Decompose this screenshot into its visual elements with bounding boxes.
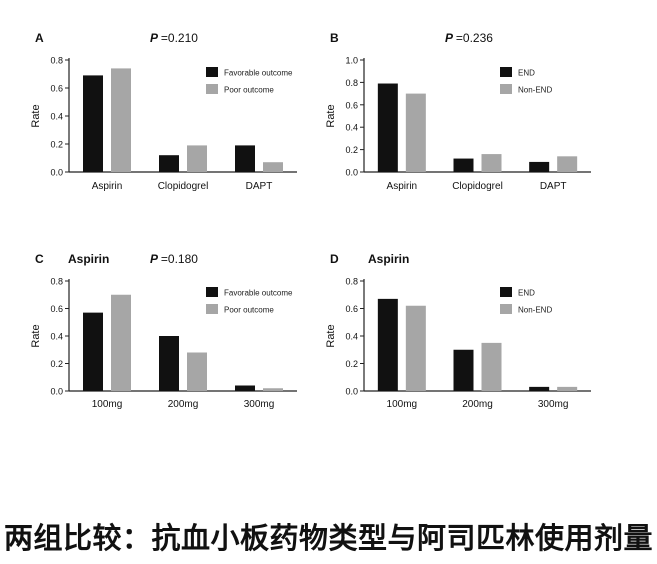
panel-d-bar-200mg-series-2: [481, 342, 502, 391]
panel-b-bar-clopidogrel-series-1: [453, 158, 474, 172]
panel-c-legend-swatch-1: [206, 287, 218, 297]
panel-c-bar-300mg-series-2: [263, 388, 283, 391]
panel-d-bar-200mg-series-1: [453, 349, 474, 391]
panel-a-y-tick-label: 0.8: [50, 56, 63, 66]
panel-a-letter: A: [35, 31, 44, 45]
panel-b-y-tick-label: 1.0: [345, 56, 358, 66]
panel-d-legend-swatch-2: [500, 304, 512, 314]
panel-d-category-label: 200mg: [462, 399, 493, 410]
panel-a-legend-label-2: Poor outcome: [224, 86, 274, 95]
panel-c-y-tick-label: 0.6: [50, 304, 63, 314]
panel-a-legend-swatch-1: [206, 67, 218, 77]
panel-b-legend-swatch-2: [500, 84, 512, 94]
panel-a-category-label: Aspirin: [92, 181, 123, 192]
panel-b-bar-dapt-series-1: [529, 161, 550, 172]
panel-d-y-tick-label: 0.0: [345, 387, 358, 397]
panel-a-y-tick-label: 0.0: [50, 168, 63, 178]
panel-b-y-tick-label: 0.4: [345, 123, 358, 133]
panel-b-bar-clopidogrel-series-2: [481, 154, 502, 172]
panel-b-y-tick-label: 0.0: [345, 168, 358, 178]
panel-a-bar-clopidogrel-series-1: [159, 155, 179, 172]
panel-c-legend-swatch-2: [206, 304, 218, 314]
panel-a-bar-dapt-series-2: [263, 162, 283, 172]
panel-a-y-tick-label: 0.6: [50, 84, 63, 94]
panel-b-y-tick-label: 0.8: [345, 78, 358, 88]
panel-b-category-label: Aspirin: [387, 181, 418, 192]
panel-b-category-label: DAPT: [540, 181, 567, 192]
panel-a-bar-aspirin-series-2: [111, 68, 131, 172]
panel-a-legend-swatch-2: [206, 84, 218, 94]
charts-svg: A P =0.210 Rate 0.0 0.2 0.4 0.6 0.8 Aspirin Clopi…: [30, 31, 591, 410]
panel-c-y-tick-label: 0.0: [50, 387, 63, 397]
panel-c-letter: C: [35, 252, 44, 266]
panel-d-y-tick-label: 0.2: [345, 359, 358, 369]
panel-d-y-tick-label: 0.6: [345, 304, 358, 314]
panel-c-bar-100mg-series-1: [83, 312, 103, 391]
panel-d-legend-label-2: Non-END: [518, 306, 552, 315]
panel-c-y-tick-label: 0.2: [50, 359, 63, 369]
panel-c-category-label: 100mg: [92, 399, 123, 410]
panel-a-bar-clopidogrel-series-2: [187, 145, 207, 172]
panel-d-category-label: 300mg: [538, 399, 569, 410]
panel-b-bar-aspirin-series-2: [405, 93, 426, 172]
panel-a-y-tick-label: 0.4: [50, 112, 63, 122]
panel-b-bar-dapt-series-2: [557, 156, 578, 172]
panel-a-bar-aspirin-series-1: [83, 75, 103, 172]
panel-c-legend-label-1: Favorable outcome: [224, 289, 293, 298]
panel-a-legend-label-1: Favorable outcome: [224, 69, 293, 78]
panel-c-bar-300mg-series-1: [235, 385, 255, 391]
panel-c-bar-200mg-series-1: [159, 336, 179, 391]
panel-c-bar-100mg-series-2: [111, 294, 131, 391]
panel-a-bar-dapt-series-1: [235, 145, 255, 172]
panel-b-y-axis-label: Rate: [325, 104, 337, 127]
panel-d-subtitle: Aspirin: [368, 252, 409, 266]
panel-d-bar-300mg-series-1: [529, 386, 550, 391]
panel-d-bar-100mg-series-1: [377, 298, 398, 391]
panel-b-p-value: P =0.236: [445, 31, 493, 45]
panel-d-bar-100mg-series-2: [405, 305, 426, 391]
panel-c-y-axis-label: Rate: [30, 324, 42, 347]
panel-a-y-axis-label: Rate: [30, 104, 42, 127]
panel-c-category-label: 300mg: [244, 399, 275, 410]
panel-c-subtitle: Aspirin: [68, 252, 109, 266]
panel-d-y-tick-label: 0.4: [345, 332, 358, 342]
panel-a-p-value: P =0.210: [150, 31, 198, 45]
panel-b-bar-aspirin-series-1: [377, 83, 398, 172]
panel-c-legend-label-2: Poor outcome: [224, 306, 274, 315]
panel-d-bar-300mg-series-2: [557, 386, 578, 391]
panel-b-y-tick-label: 0.6: [345, 100, 358, 110]
panel-c-p-value: P =0.180: [150, 252, 198, 266]
panel-c-y-tick-label: 0.8: [50, 277, 63, 287]
panel-b-y-tick-label: 0.2: [345, 145, 358, 155]
panel-b-legend-label-2: Non-END: [518, 86, 552, 95]
panel-c-y-tick-label: 0.4: [50, 332, 63, 342]
panel-a-category-label: Clopidogrel: [158, 181, 209, 192]
panel-b-legend-label-1: END: [518, 69, 535, 78]
panel-d-legend-label-1: END: [518, 289, 535, 298]
panel-a-y-tick-label: 0.2: [50, 140, 63, 150]
figure-caption: 两组比较：抗血小板药物类型与阿司匹林使用剂量: [3, 521, 653, 555]
panel-b-legend-swatch-1: [500, 67, 512, 77]
panel-c-bar-200mg-series-2: [187, 352, 207, 391]
panel-d-y-axis-label: Rate: [325, 324, 337, 347]
panel-b-category-label: Clopidogrel: [452, 181, 503, 192]
panel-c-category-label: 200mg: [168, 399, 199, 410]
panel-d-y-tick-label: 0.8: [345, 277, 358, 287]
panel-a-category-label: DAPT: [246, 181, 273, 192]
panel-b-letter: B: [330, 31, 339, 45]
panel-d-legend-swatch-1: [500, 287, 512, 297]
panel-d-letter: D: [330, 252, 339, 266]
panel-d-category-label: 100mg: [387, 399, 418, 410]
